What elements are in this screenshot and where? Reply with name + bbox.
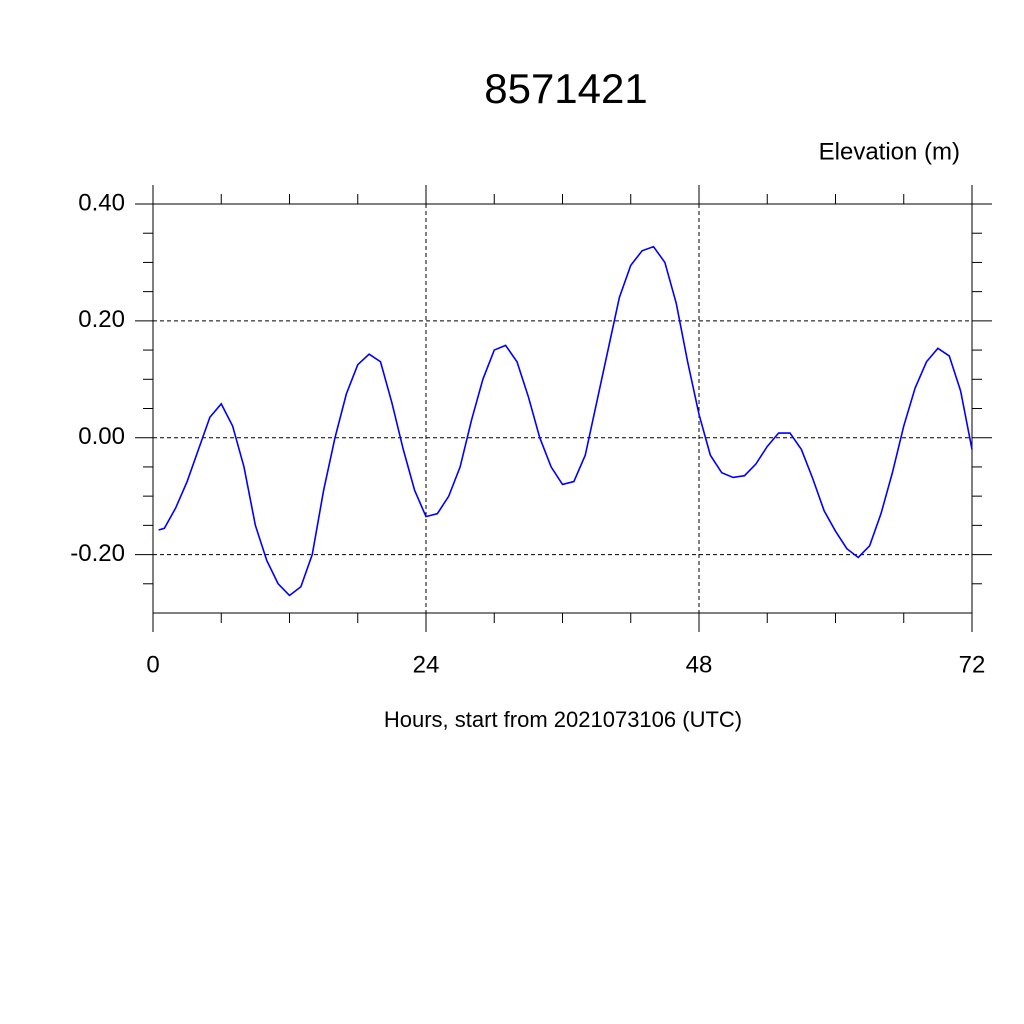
chart-title: 8571421	[484, 65, 648, 112]
plot-frame	[152, 203, 973, 614]
x-tick-label: 24	[413, 651, 440, 678]
y-tick-label: 0.00	[78, 423, 125, 450]
y-axis-label: Elevation (m)	[819, 138, 960, 165]
x-axis-label: Hours, start from 2021073106 (UTC)	[384, 707, 742, 732]
x-tick-label: 72	[959, 651, 986, 678]
x-tick-label: 48	[686, 651, 713, 678]
y-tick-label: 0.20	[78, 306, 125, 333]
y-tick-label: -0.20	[70, 540, 125, 567]
data-line	[158, 245, 973, 597]
y-tick-label: 0.40	[78, 189, 125, 216]
x-tick-label: 0	[146, 651, 159, 678]
